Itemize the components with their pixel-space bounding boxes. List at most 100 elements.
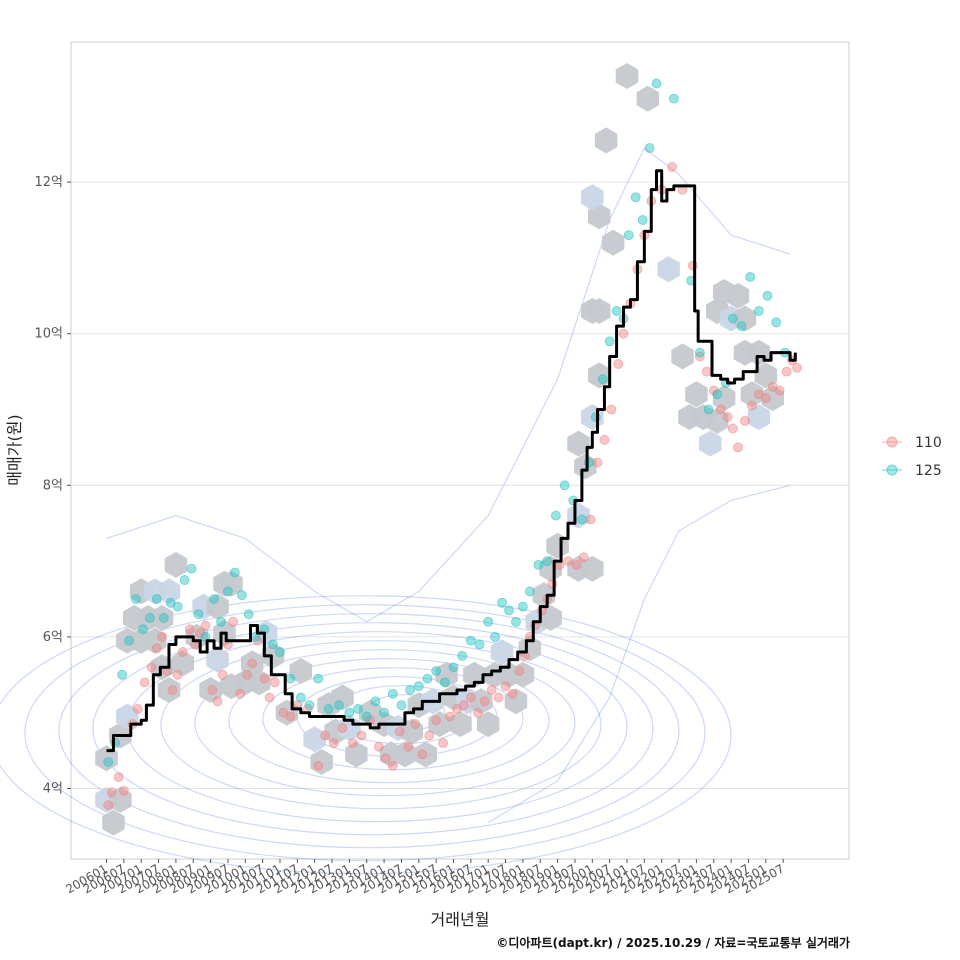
point-125 xyxy=(630,192,641,203)
point-125 xyxy=(144,613,155,623)
point-125 xyxy=(550,510,561,521)
point-110 xyxy=(599,434,610,445)
point-110 xyxy=(177,647,188,657)
hex-bin xyxy=(733,305,757,332)
point-125 xyxy=(243,609,254,620)
y-tick-label: 6억 xyxy=(43,630,63,645)
density-contour xyxy=(194,649,576,797)
density-contour xyxy=(228,658,550,784)
point-110 xyxy=(212,696,223,707)
point-125 xyxy=(216,616,226,627)
point-110 xyxy=(328,738,339,748)
point-125 xyxy=(542,556,553,566)
point-110 xyxy=(356,730,367,741)
point-110 xyxy=(571,559,582,570)
point-125 xyxy=(504,605,514,616)
hex-bin xyxy=(581,555,604,582)
hex-bin xyxy=(685,381,708,408)
hex-bin xyxy=(435,661,458,688)
point-110 xyxy=(486,685,497,695)
source-caption: ©디아파트(dapt.kr) / 2025.10.29 / 자료=국토교통부 실… xyxy=(496,936,850,950)
point-125 xyxy=(771,317,782,328)
hex-bin xyxy=(574,453,597,480)
point-110 xyxy=(113,772,124,783)
hex-bin xyxy=(150,605,174,631)
hex-bin xyxy=(539,605,562,631)
y-tick-label: 12억 xyxy=(34,175,63,190)
point-125 xyxy=(396,700,407,711)
point-125 xyxy=(151,594,162,604)
legend-key-110 xyxy=(886,436,898,448)
point-110 xyxy=(563,556,573,566)
hex-bin xyxy=(109,786,132,813)
hex-bin xyxy=(241,650,264,677)
point-125 xyxy=(497,597,507,608)
point-125 xyxy=(474,639,485,650)
hex-bin xyxy=(185,623,208,650)
hex-bin xyxy=(393,741,417,768)
point-125 xyxy=(736,321,747,332)
point-125 xyxy=(179,575,190,585)
point-110 xyxy=(157,632,167,642)
hex-bin xyxy=(303,726,326,753)
point-125 xyxy=(344,707,355,718)
point-110 xyxy=(760,393,771,404)
point-125 xyxy=(644,143,655,153)
point-110 xyxy=(285,711,296,722)
point-110 xyxy=(722,412,733,422)
hex-bin xyxy=(699,430,722,457)
hex-bin xyxy=(615,63,639,89)
y-tick-label: 8억 xyxy=(43,478,63,493)
hex-bin xyxy=(157,677,181,703)
hex-bin xyxy=(706,407,729,434)
point-125 xyxy=(323,704,334,714)
point-110 xyxy=(242,669,252,680)
hex-bin xyxy=(588,298,611,324)
hex-bin xyxy=(490,639,514,666)
point-125 xyxy=(597,374,608,385)
hex-bin xyxy=(476,711,500,738)
point-125 xyxy=(334,700,344,711)
point-125 xyxy=(511,616,521,627)
hex-bin xyxy=(594,127,618,154)
point-110 xyxy=(217,669,228,680)
point-125 xyxy=(186,563,197,574)
point-110 xyxy=(493,692,504,703)
density-contour xyxy=(487,484,791,824)
point-110 xyxy=(701,366,712,377)
legend-label-110: 110 xyxy=(915,435,942,451)
point-110 xyxy=(195,628,206,639)
point-125 xyxy=(745,271,756,282)
point-125 xyxy=(637,215,648,225)
hex-bin xyxy=(588,203,611,230)
hex-bin xyxy=(761,385,784,412)
point-110 xyxy=(313,760,324,771)
point-110 xyxy=(184,624,195,635)
hex-bin xyxy=(581,184,604,211)
hex-bin xyxy=(671,343,694,370)
y-tick-label: 10억 xyxy=(34,327,63,342)
hex-bin xyxy=(199,677,222,703)
x-axis-title: 거래년월 xyxy=(431,910,490,929)
density-contour xyxy=(0,595,732,875)
point-110 xyxy=(139,677,150,688)
point-125 xyxy=(379,707,390,718)
point-110 xyxy=(733,442,743,453)
point-125 xyxy=(611,306,622,316)
point-125 xyxy=(668,93,679,104)
point-110 xyxy=(424,730,435,741)
legend: 110 125 xyxy=(882,435,942,479)
point-110 xyxy=(103,800,114,811)
point-110 xyxy=(172,669,183,680)
point-125 xyxy=(413,681,424,692)
legend-item-125[interactable]: 125 xyxy=(882,463,942,479)
point-125 xyxy=(753,306,764,316)
hex-bin xyxy=(289,658,313,684)
median-line xyxy=(106,169,797,753)
point-125 xyxy=(483,616,494,627)
point-110 xyxy=(320,730,331,741)
point-110 xyxy=(592,457,603,468)
point-125 xyxy=(370,696,381,707)
point-125 xyxy=(304,700,315,711)
legend-item-110[interactable]: 110 xyxy=(882,435,942,451)
